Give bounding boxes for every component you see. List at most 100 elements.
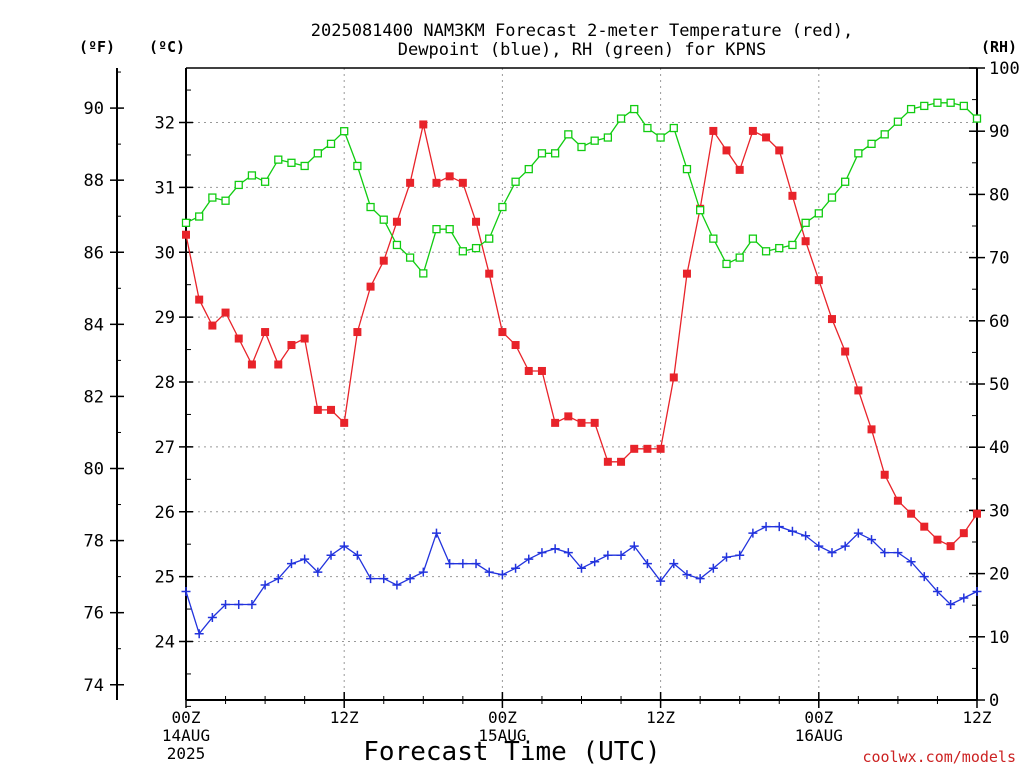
rh-tick-label: 10 (989, 628, 1009, 648)
temperature-point (669, 373, 678, 382)
rh-point (867, 139, 876, 148)
rh-point (274, 155, 283, 164)
dewpoint-point (497, 570, 507, 580)
dewpoint-point (629, 541, 639, 551)
temperature-point (498, 328, 507, 337)
rh-point (405, 253, 415, 262)
dewpoint-point (590, 557, 600, 567)
rh-point (946, 98, 955, 107)
rh-tick-label: 30 (989, 501, 1009, 521)
temperature-point (182, 230, 190, 239)
rh-point (234, 180, 243, 190)
dewpoint-point (946, 600, 956, 610)
rh-point (524, 164, 533, 174)
fahrenheit-tick-label: 74 (84, 676, 104, 696)
dewpoint-point (748, 528, 758, 538)
temperature-point (735, 165, 744, 174)
rh-point (340, 127, 349, 136)
rh-point (972, 114, 982, 123)
rh-point (550, 149, 560, 158)
rh-point (775, 243, 784, 253)
rh-series-line (185, 102, 978, 275)
temperature-point (946, 542, 955, 551)
temperature-point (656, 444, 665, 453)
fahrenheit-tick-label: 76 (84, 604, 104, 624)
temperature-point (907, 509, 916, 518)
time-tick-label: 00Z (804, 708, 833, 727)
temperature-point (287, 341, 296, 350)
temperature-point (748, 126, 757, 135)
temperature-point (643, 444, 652, 453)
rh-point (920, 101, 929, 111)
rh-point (643, 123, 652, 133)
rh-point (735, 253, 744, 262)
fahrenheit-tick-label: 90 (84, 99, 104, 119)
rh-tick-label: 80 (989, 185, 1009, 205)
rh-point (788, 240, 797, 250)
date-label: 15AUG (478, 726, 526, 745)
dewpoint-point (537, 548, 547, 558)
rh-point (656, 133, 665, 142)
temperature-point (458, 178, 467, 187)
dewpoint-point (801, 531, 811, 541)
temperature-point (854, 386, 863, 395)
rh-point (722, 259, 731, 269)
rh-point (260, 177, 270, 186)
dewpoint-point (682, 570, 692, 580)
temperature-point (511, 341, 520, 350)
celsius-tick-label: 30 (155, 243, 175, 263)
temperature-point (551, 418, 560, 427)
rh-point (841, 177, 850, 186)
dewpoint-point (932, 587, 942, 597)
temperature-point (590, 418, 599, 427)
rh-point (577, 142, 586, 152)
dewpoint-point (431, 528, 441, 538)
celsius-tick-label: 32 (155, 114, 175, 134)
temperature-point (775, 146, 784, 155)
rh-point (458, 247, 468, 256)
rh-point (300, 161, 309, 171)
rh-point (814, 209, 823, 218)
temperature-point (603, 457, 612, 466)
series-layer (181, 98, 982, 639)
rh-point (616, 114, 626, 123)
rh-point (195, 212, 204, 221)
dewpoint-point (735, 550, 745, 560)
temperature-point (801, 237, 810, 246)
dewpoint-point (577, 563, 586, 573)
temperature-point (630, 444, 639, 453)
dewpoint-point (893, 548, 903, 558)
time-tick-label: 12Z (963, 708, 992, 727)
celsius-unit-label: (ºC) (149, 38, 185, 56)
fahrenheit-tick-label: 88 (84, 171, 104, 191)
rh-point (801, 218, 810, 227)
temperature-point (195, 295, 204, 304)
celsius-tick-label: 24 (155, 633, 175, 653)
temperature-point (485, 269, 494, 278)
year-label: 2025 (167, 744, 206, 763)
dewpoint-point (959, 593, 969, 603)
dewpoint-point (642, 559, 652, 569)
rh-tick-label: 0 (989, 691, 999, 711)
temperature-point (379, 256, 388, 265)
rh-point (564, 130, 573, 139)
rh-tick-label: 40 (989, 438, 1009, 458)
rh-point (682, 164, 692, 174)
dewpoint-point (840, 541, 850, 551)
temperature-point (247, 360, 256, 369)
temperature-point (524, 366, 533, 375)
dewpoint-point (695, 574, 705, 584)
rh-point (893, 117, 903, 126)
temperature-point (392, 217, 401, 226)
rh-point (630, 104, 639, 114)
date-label: 16AUG (795, 726, 843, 745)
temperature-point (234, 334, 243, 343)
x-axis-title: Forecast Time (UTC) (363, 737, 660, 767)
dewpoint-point (181, 587, 191, 597)
dewpoint-point (418, 567, 428, 577)
temperature-point (353, 328, 362, 337)
rh-tick-label: 100 (989, 59, 1020, 79)
dewpoint-point (761, 522, 771, 532)
dewpoint-point (853, 528, 863, 538)
rh-point (221, 196, 230, 205)
